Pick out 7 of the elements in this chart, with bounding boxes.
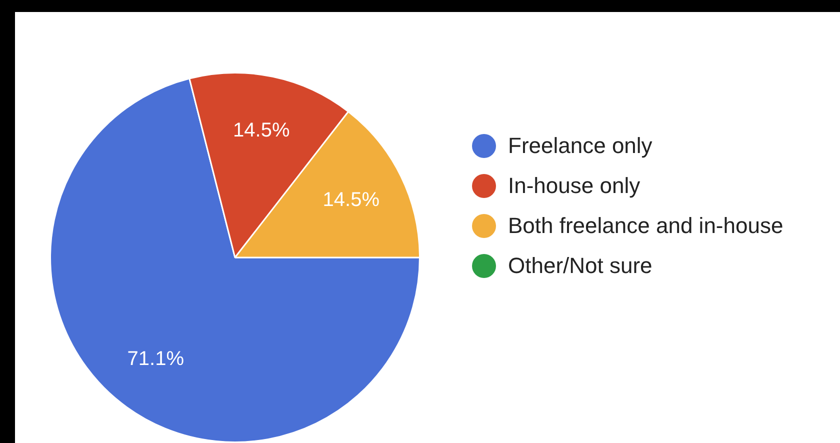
legend-label: Both freelance and in-house: [508, 213, 784, 239]
data-label: 71.1%: [127, 348, 184, 370]
legend-label: Freelance only: [508, 133, 652, 159]
legend-label: In-house only: [508, 173, 640, 199]
data-label: 14.5%: [233, 119, 290, 142]
legend-label: Other/Not sure: [508, 253, 652, 279]
data-label: 14.5%: [322, 189, 380, 212]
